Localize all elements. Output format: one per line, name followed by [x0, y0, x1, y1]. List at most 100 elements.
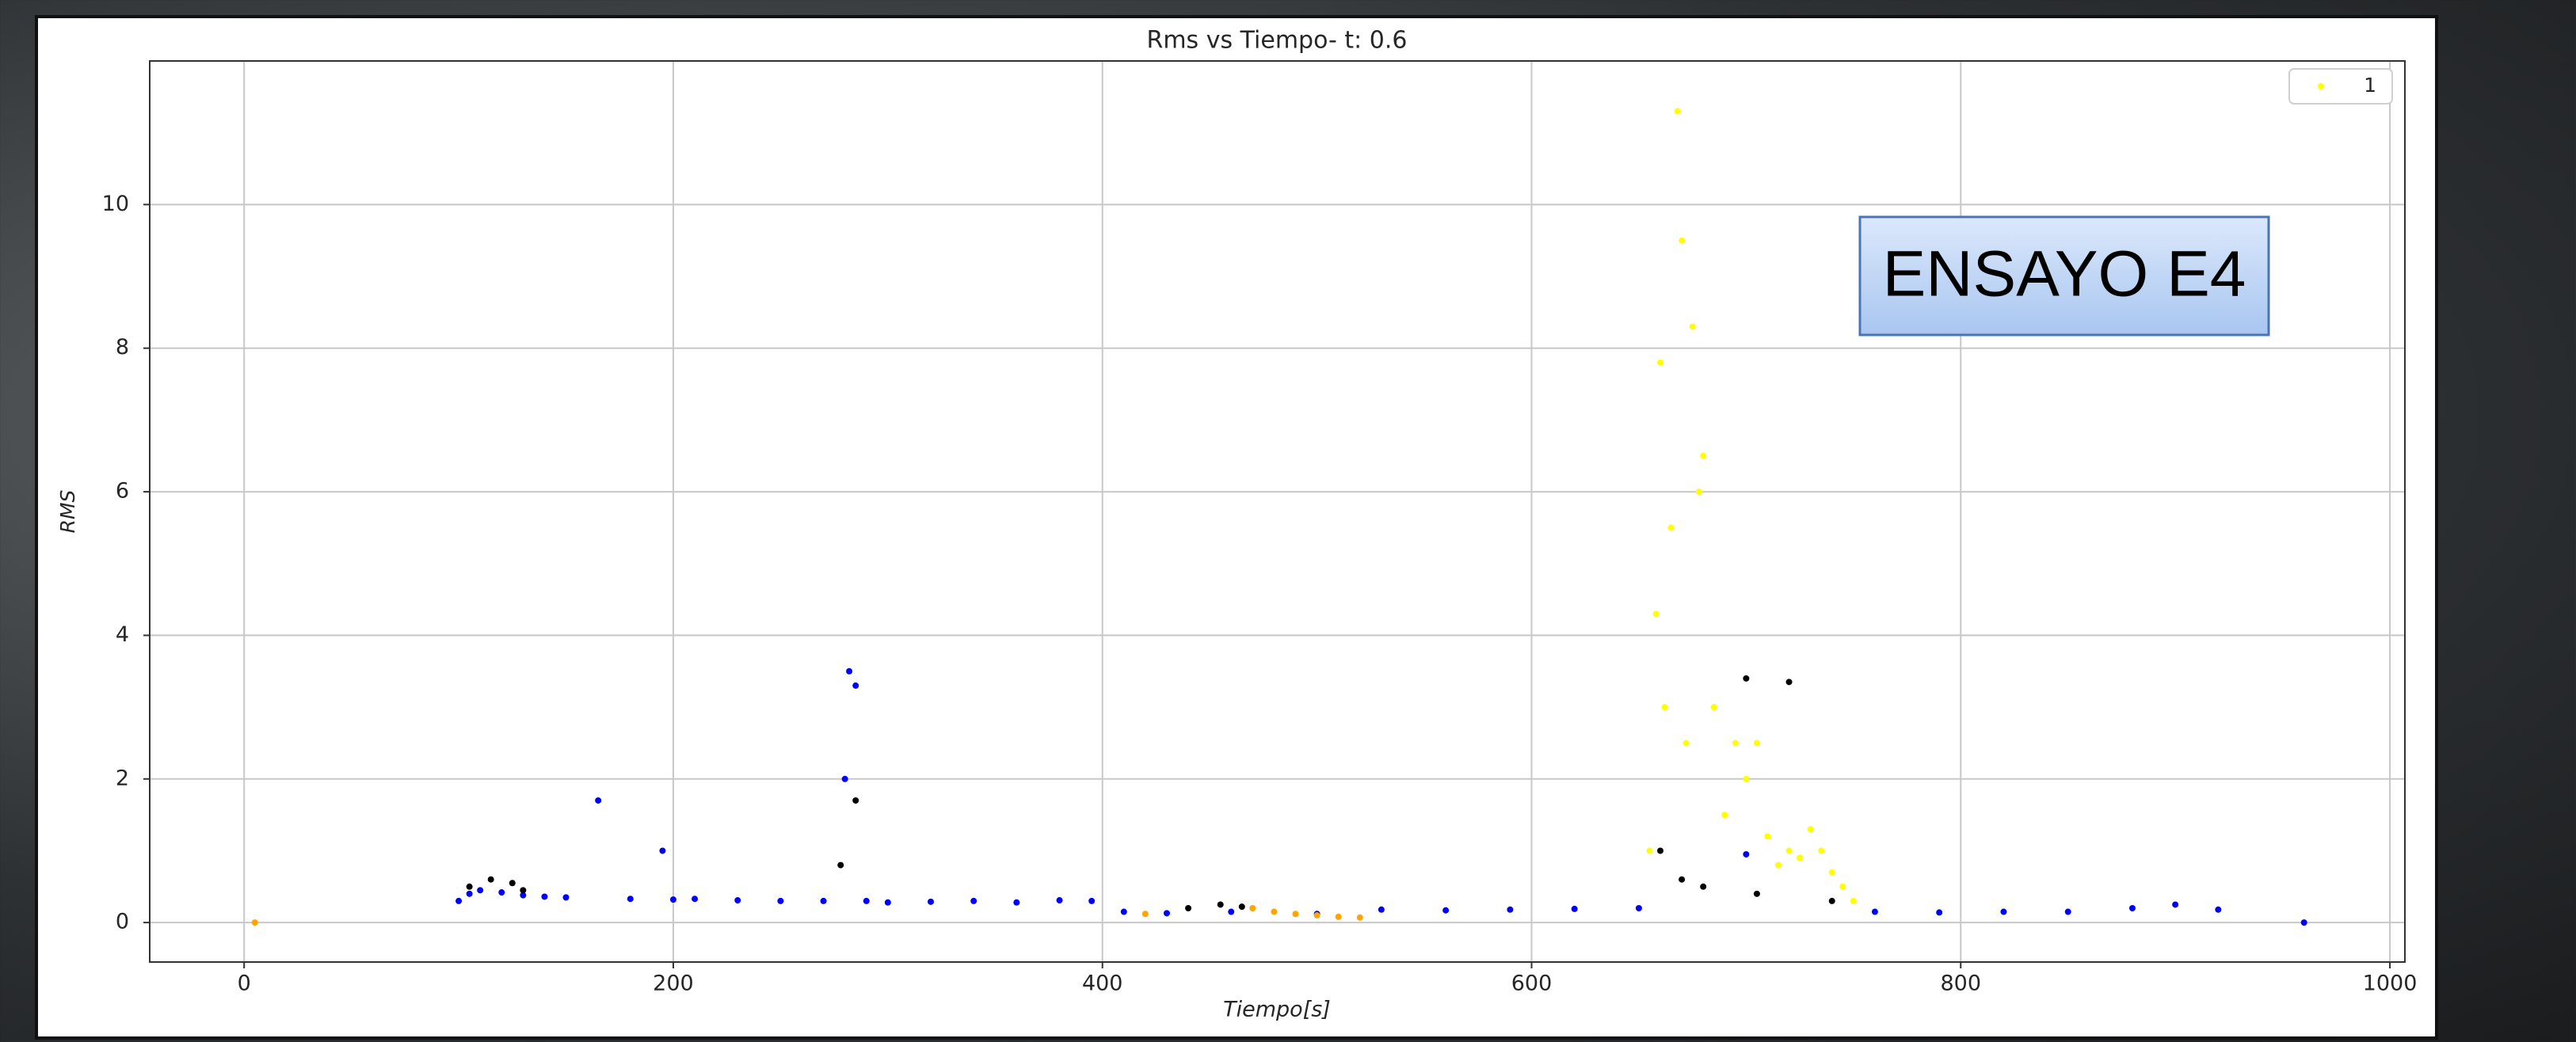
point — [1764, 833, 1771, 840]
point — [1785, 679, 1793, 686]
point — [1682, 740, 1690, 747]
point — [841, 775, 848, 782]
point — [777, 897, 784, 904]
point — [1238, 903, 1245, 911]
point — [692, 896, 699, 903]
point — [2215, 906, 2222, 913]
x-tick-label: 800 — [1940, 972, 1981, 996]
point — [659, 847, 666, 854]
point — [627, 896, 634, 903]
point — [928, 898, 935, 905]
y-tick-label: 2 — [116, 766, 129, 790]
point — [846, 667, 853, 675]
point — [884, 899, 891, 906]
point — [2128, 904, 2136, 911]
y-tick-label: 8 — [116, 335, 129, 359]
point — [1657, 847, 1664, 854]
point — [1850, 897, 1857, 904]
x-tick-label: 200 — [653, 972, 694, 996]
annotation-box — [1858, 215, 2270, 337]
annotation: ENSAYO E4 — [1883, 238, 2246, 310]
point — [1732, 740, 1739, 747]
point — [1743, 850, 1750, 858]
point — [1679, 237, 1686, 244]
point — [1743, 675, 1750, 682]
x-tick-label: 1000 — [2363, 972, 2418, 996]
point — [520, 892, 527, 899]
point — [477, 887, 484, 894]
point — [1292, 911, 1299, 918]
point — [1743, 775, 1750, 782]
point — [1657, 359, 1664, 366]
point — [1313, 912, 1320, 919]
legend-marker — [2318, 83, 2324, 89]
point — [1667, 524, 1675, 531]
points — [251, 108, 2307, 926]
point — [1571, 905, 1578, 912]
point — [251, 919, 258, 926]
point — [1120, 908, 1127, 915]
point — [1661, 704, 1668, 711]
point — [1088, 897, 1096, 904]
point — [1828, 897, 1835, 904]
point — [1679, 876, 1686, 883]
point — [1249, 904, 1256, 911]
point — [1936, 909, 1943, 916]
point — [1785, 847, 1793, 854]
point — [487, 876, 494, 883]
point — [1775, 861, 1782, 869]
point — [1797, 854, 1804, 861]
point — [466, 890, 473, 897]
point — [734, 897, 741, 904]
point — [1753, 890, 1760, 897]
point — [1710, 704, 1717, 711]
point — [852, 797, 859, 804]
point — [1807, 826, 1814, 833]
y-tick-label: 10 — [102, 192, 129, 216]
legend: 1 — [2288, 68, 2393, 105]
point — [1228, 908, 1235, 915]
y-tick-label: 6 — [116, 479, 129, 504]
point — [837, 861, 844, 869]
point — [1818, 847, 1825, 854]
point — [1056, 897, 1063, 904]
point — [1700, 883, 1707, 890]
point — [669, 896, 676, 903]
point — [852, 682, 859, 689]
point — [2300, 919, 2307, 926]
point — [1335, 913, 1342, 920]
point — [1217, 901, 1224, 908]
point — [1689, 323, 1696, 330]
point — [1163, 910, 1170, 917]
point — [1721, 812, 1728, 819]
legend-box — [2288, 68, 2393, 105]
figure-frame — [35, 15, 2438, 1040]
point — [970, 897, 977, 904]
point — [498, 889, 505, 896]
point — [1839, 883, 1846, 890]
x-tick-label: 0 — [238, 972, 251, 996]
point — [520, 887, 527, 894]
y-tick-label: 4 — [116, 622, 129, 647]
point — [1695, 489, 1702, 496]
x-tick-label: 600 — [1511, 972, 1553, 996]
point — [1356, 914, 1363, 921]
legend-label: 1 — [2364, 74, 2376, 97]
point — [1828, 869, 1835, 876]
point — [1185, 904, 1192, 911]
chart-title: Rms vs Tiempo- t: 0.6 — [1146, 27, 1407, 55]
point — [2000, 908, 2007, 915]
point — [1271, 908, 1278, 915]
x-tick-label: 400 — [1082, 972, 1123, 996]
y-tick-label: 0 — [116, 910, 129, 934]
point — [509, 880, 516, 887]
plot-frame — [149, 60, 2406, 963]
point — [2172, 901, 2179, 908]
point — [455, 897, 463, 904]
point — [863, 897, 870, 904]
point — [1646, 847, 1653, 854]
point — [1652, 610, 1660, 618]
y-axis-label: RMS — [56, 489, 79, 533]
point — [1674, 108, 1681, 115]
